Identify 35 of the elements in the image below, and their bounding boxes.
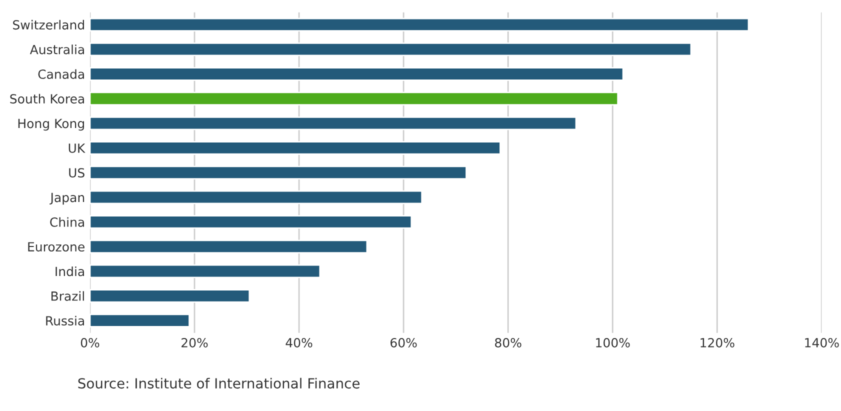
y-tick-label: Japan [50, 192, 84, 205]
x-tick-label: 0% [80, 338, 100, 348]
bar [90, 314, 190, 328]
y-tick-label: Switzerland [13, 20, 84, 30]
y-tick-label: Hong Kong [18, 118, 84, 131]
y-tick-label: Eurozone [28, 242, 84, 252]
bar [90, 92, 619, 106]
y-tick-label: Brazil [51, 291, 84, 301]
y-tick-label: Russia [46, 316, 84, 326]
bar [90, 141, 501, 155]
y-tick-label: China [50, 217, 84, 227]
x-tick-label: 120% [700, 338, 734, 348]
x-tick-label: 20% [182, 338, 208, 348]
bar [90, 42, 692, 56]
bar [90, 190, 423, 204]
source-note: Source: Institute of International Finance [78, 378, 360, 389]
bar [90, 116, 577, 130]
bar [90, 264, 321, 278]
y-tick-label: South Korea [10, 94, 84, 104]
x-tick-label: 80% [495, 338, 522, 348]
x-tick-label: 60% [390, 338, 417, 348]
bar [90, 240, 368, 254]
y-tick-label: Australia [30, 44, 84, 54]
y-tick-label: India [56, 266, 84, 276]
bar [90, 166, 467, 180]
bar [90, 289, 250, 303]
x-tick-label: 100% [596, 338, 630, 348]
bar [90, 215, 412, 229]
bar [90, 67, 624, 81]
y-tick-label: UK [68, 144, 86, 153]
y-tick-label: US [69, 168, 84, 178]
x-tick-label: 140% [805, 338, 839, 348]
bar [90, 18, 750, 32]
x-tick-label: 40% [286, 338, 312, 348]
y-tick-label: Canada [38, 69, 84, 79]
